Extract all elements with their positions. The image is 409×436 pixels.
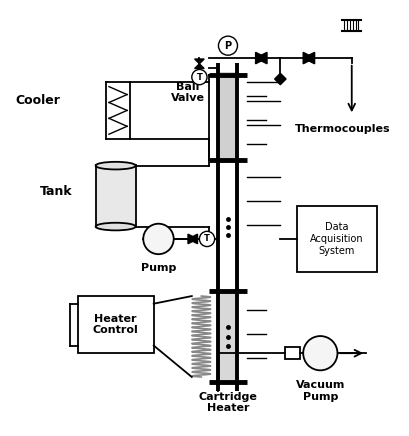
Circle shape bbox=[218, 36, 238, 55]
Bar bbox=[78, 296, 154, 353]
Ellipse shape bbox=[96, 223, 136, 230]
Circle shape bbox=[143, 224, 174, 254]
Polygon shape bbox=[274, 73, 286, 85]
Text: Data
Acquisition
System: Data Acquisition System bbox=[310, 222, 364, 255]
Text: T: T bbox=[204, 235, 210, 243]
Polygon shape bbox=[188, 234, 198, 244]
Text: Vacuum
Pump: Vacuum Pump bbox=[296, 381, 345, 402]
Bar bbox=[297, 206, 378, 272]
Circle shape bbox=[303, 336, 337, 370]
Bar bbox=[219, 72, 236, 163]
Polygon shape bbox=[195, 59, 204, 64]
Text: P: P bbox=[225, 41, 231, 51]
Polygon shape bbox=[256, 52, 267, 64]
Text: Cartridge
Heater: Cartridge Heater bbox=[198, 392, 257, 413]
Text: Tank: Tank bbox=[40, 185, 73, 198]
Text: Thermocouples: Thermocouples bbox=[294, 124, 390, 134]
Bar bbox=[96, 165, 136, 227]
Ellipse shape bbox=[96, 162, 136, 170]
Polygon shape bbox=[188, 234, 198, 244]
Text: Ball
Valve: Ball Valve bbox=[171, 82, 205, 103]
Text: Pump: Pump bbox=[141, 262, 176, 272]
Polygon shape bbox=[303, 52, 315, 64]
Polygon shape bbox=[256, 52, 267, 64]
Bar bbox=[285, 347, 300, 359]
Polygon shape bbox=[195, 64, 204, 68]
Bar bbox=[219, 291, 236, 382]
Text: T: T bbox=[196, 73, 202, 82]
Text: Heater
Control: Heater Control bbox=[93, 314, 139, 335]
Polygon shape bbox=[303, 52, 315, 64]
Circle shape bbox=[192, 69, 207, 85]
Circle shape bbox=[200, 232, 215, 247]
Text: Cooler: Cooler bbox=[15, 95, 60, 107]
